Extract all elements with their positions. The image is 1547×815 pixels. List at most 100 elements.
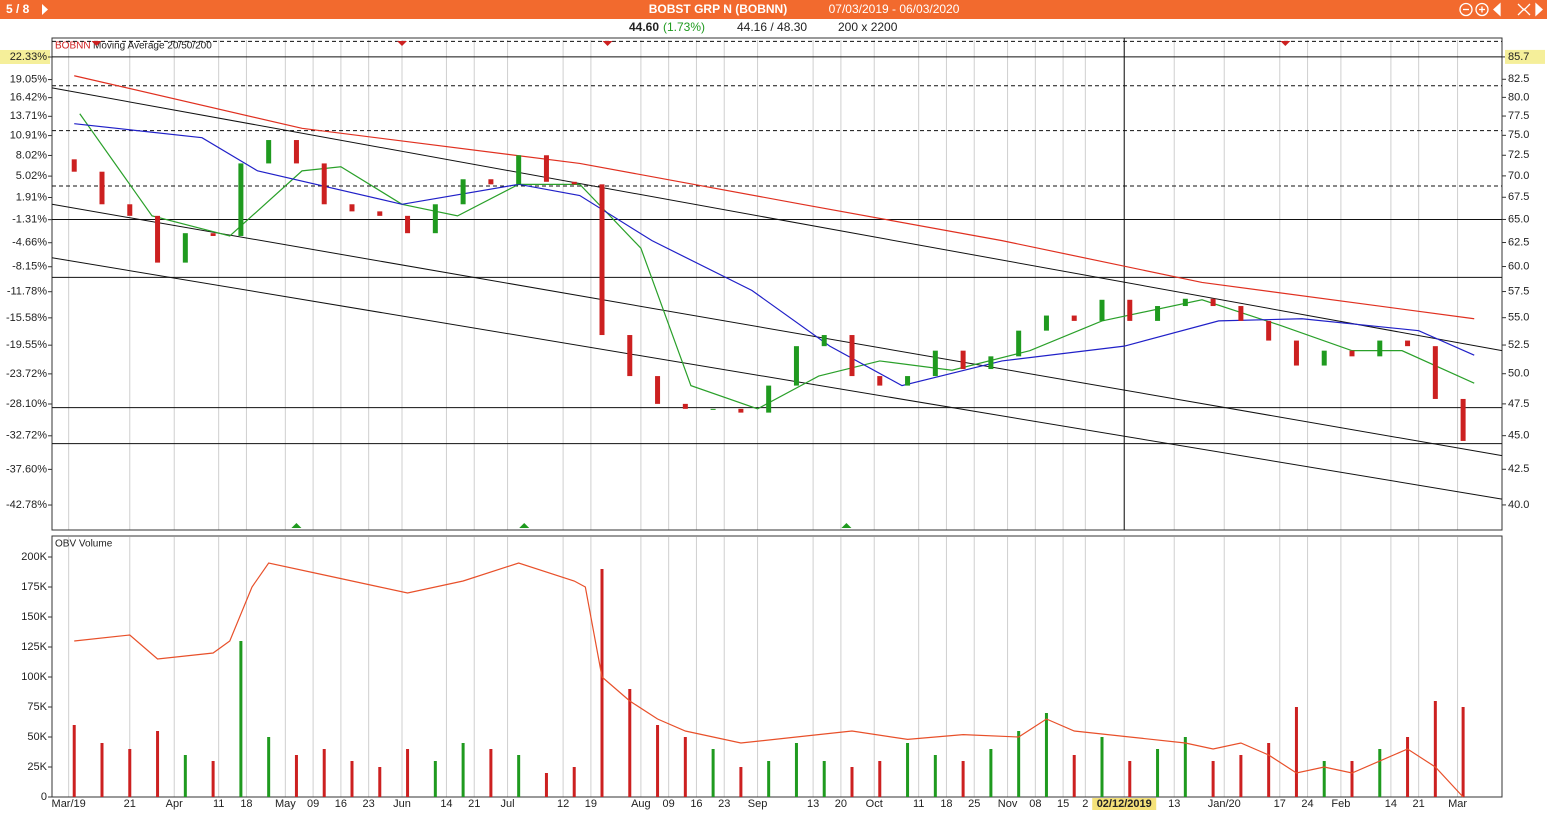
- x-tick-label: 24: [1301, 798, 1313, 810]
- y-tick-label: 100K: [21, 671, 47, 683]
- y-tick-label: 85.7: [1508, 51, 1529, 63]
- volume-bar: [517, 755, 521, 797]
- y2-tick-label: 13.71%: [10, 110, 48, 122]
- x-tick-label: 21: [468, 798, 480, 810]
- volume-label: OBV Volume: [55, 539, 113, 550]
- y-tick-label: 47.5: [1508, 398, 1529, 410]
- x-tick-label: Oct: [866, 798, 883, 810]
- y-tick-label: 80.0: [1508, 91, 1529, 103]
- candle: [432, 204, 438, 234]
- candle: [738, 408, 744, 413]
- symbol-label: BOBNN: [55, 41, 91, 52]
- candle: [182, 233, 188, 263]
- x-tick-label: 11: [913, 798, 924, 810]
- trend-line: [51, 87, 1503, 352]
- candle: [293, 140, 299, 164]
- last-price: 44.60: [629, 20, 659, 34]
- x-tick-label: 09: [307, 798, 319, 810]
- volume-bar: [211, 761, 215, 797]
- x-tick-label: Sep: [748, 798, 768, 810]
- x-tick-label: 12: [557, 798, 569, 810]
- volume-bar: [1156, 749, 1160, 797]
- volume-bar: [628, 689, 632, 797]
- volume-bar: [461, 743, 465, 797]
- candle: [1043, 315, 1049, 331]
- x-tick-label: 23: [718, 798, 730, 810]
- tick-highlight: [1505, 49, 1545, 64]
- title: BOBST GRP N (BOBNN): [649, 2, 787, 16]
- x-tick-label: Apr: [166, 798, 183, 810]
- indicator-label: Moving Average 20/50/200: [93, 41, 212, 52]
- x-tick-label: 13: [1168, 798, 1180, 810]
- y-tick-label: 150K: [21, 611, 47, 623]
- crosshair-date-box: [1092, 798, 1157, 810]
- y2-tick-label: 19.05%: [10, 73, 48, 85]
- y2-tick-label: -23.72%: [6, 368, 47, 380]
- y2-tick-label: 8.02%: [16, 149, 47, 161]
- x-tick-label: 18: [940, 798, 952, 810]
- next-button[interactable]: [42, 4, 48, 15]
- volume-bar: [267, 737, 271, 797]
- volume-bar: [767, 761, 771, 797]
- y-tick-label: 72.5: [1508, 149, 1529, 161]
- x-tick-label: 16: [335, 798, 347, 810]
- x-tick-label: Feb: [1331, 798, 1350, 810]
- volume-bar: [1128, 761, 1132, 797]
- volume-bar: [989, 749, 993, 797]
- candle: [1321, 350, 1327, 366]
- x-tick-label: 25: [968, 798, 980, 810]
- price-panel: [51, 37, 1503, 531]
- bid-ask-size: 200 x 2200: [838, 20, 898, 34]
- candle: [238, 163, 244, 236]
- x-tick-label: 14: [1385, 798, 1397, 810]
- candle: [543, 155, 549, 182]
- y-tick-label: 45.0: [1508, 430, 1529, 442]
- moving-average: [74, 75, 1475, 320]
- x-tick-label: 23: [363, 798, 375, 810]
- x-tick-label: 21: [124, 798, 136, 810]
- x-tick-label: Jul: [501, 798, 515, 810]
- volume-bar: [878, 761, 882, 797]
- y2-tick-label: -4.66%: [12, 237, 47, 249]
- volume-bar: [1294, 707, 1298, 797]
- volume-bar: [1350, 761, 1354, 797]
- y2-tick-label: 22.33%: [10, 51, 48, 63]
- x-tick-label: 17: [1274, 798, 1286, 810]
- y2-tick-label: -37.60%: [6, 463, 47, 475]
- candle: [793, 346, 799, 386]
- y-tick-label: 77.5: [1508, 110, 1529, 122]
- x-tick-label: 18: [240, 798, 252, 810]
- candle: [349, 204, 355, 212]
- volume-bar: [794, 743, 798, 797]
- volume-bar: [1017, 731, 1021, 797]
- candle: [377, 211, 383, 216]
- y2-tick-label: 5.02%: [16, 170, 47, 182]
- day-range: 44.16 / 48.30: [737, 20, 807, 34]
- volume-bar: [294, 755, 298, 797]
- volume-bar: [711, 749, 715, 797]
- window-controls[interactable]: [1459, 2, 1543, 17]
- y2-tick-label: -1.31%: [12, 214, 47, 226]
- y-tick-label: 55.0: [1508, 312, 1529, 324]
- candle: [988, 356, 994, 370]
- y-tick-label: 40.0: [1508, 499, 1529, 511]
- moving-average: [79, 113, 1475, 410]
- candle: [1099, 299, 1105, 321]
- x-tick-label: 15: [1057, 798, 1069, 810]
- volume-bar: [1461, 707, 1465, 797]
- candle: [849, 335, 855, 377]
- signal-down: [602, 41, 613, 46]
- tick-highlight: [0, 49, 50, 64]
- volume-bar: [72, 725, 76, 797]
- y-tick-label: 60.0: [1508, 260, 1529, 272]
- candle: [1405, 340, 1411, 347]
- volume-bar: [1044, 713, 1048, 797]
- price-change: (1.73%): [663, 20, 705, 34]
- y-tick-label: 57.5: [1508, 285, 1529, 297]
- candle: [960, 350, 966, 370]
- candle: [99, 171, 105, 205]
- signal-down: [91, 41, 102, 46]
- x-tick-label: Mar: [1448, 798, 1467, 810]
